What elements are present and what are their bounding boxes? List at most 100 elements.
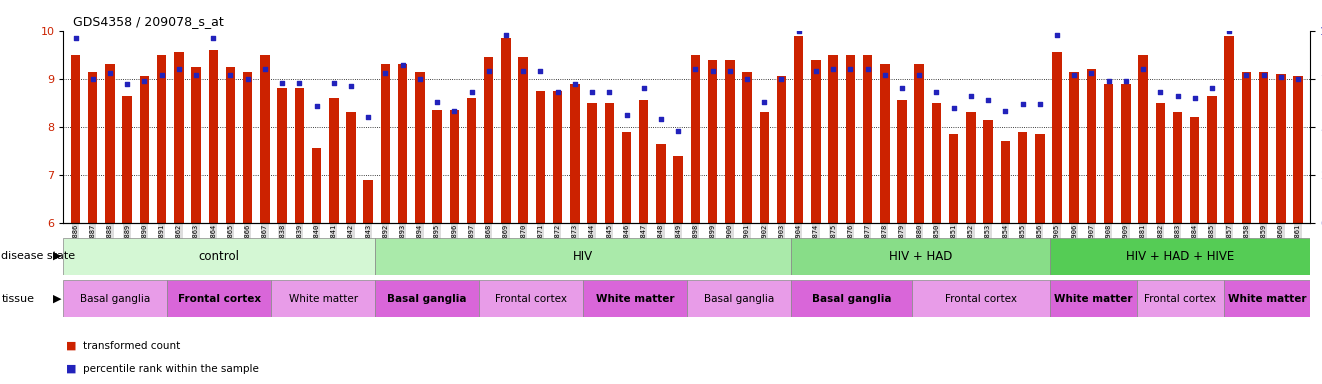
Point xyxy=(1011,101,1032,107)
Point xyxy=(702,68,723,74)
Point xyxy=(1236,72,1257,78)
Point xyxy=(1219,28,1240,34)
Bar xyxy=(243,71,253,223)
Point xyxy=(788,28,809,34)
Bar xyxy=(535,91,545,223)
Bar xyxy=(932,103,941,223)
Bar xyxy=(381,64,390,223)
Point xyxy=(1030,101,1051,107)
Bar xyxy=(375,280,479,317)
Text: Basal ganglia: Basal ganglia xyxy=(81,293,151,304)
Bar xyxy=(880,64,890,223)
Bar xyxy=(795,36,804,223)
Bar xyxy=(812,60,821,223)
Bar xyxy=(346,112,356,223)
Point xyxy=(496,31,517,38)
Bar xyxy=(226,67,235,223)
Bar xyxy=(271,280,375,317)
Point xyxy=(685,66,706,72)
Bar xyxy=(587,103,596,223)
Text: Basal ganglia: Basal ganglia xyxy=(812,293,891,304)
Point xyxy=(530,68,551,74)
Bar xyxy=(791,280,912,317)
Point xyxy=(977,97,998,103)
Text: White matter: White matter xyxy=(1228,293,1306,304)
Bar xyxy=(829,55,838,223)
Bar xyxy=(192,67,201,223)
Bar xyxy=(168,280,271,317)
Text: HIV + HAD: HIV + HAD xyxy=(888,250,952,263)
Point xyxy=(82,76,103,82)
Point xyxy=(839,66,861,72)
Point xyxy=(616,112,637,118)
Point xyxy=(874,72,895,78)
Text: ▶: ▶ xyxy=(53,294,61,304)
Point xyxy=(857,66,878,72)
Point xyxy=(754,99,775,105)
Point xyxy=(271,79,292,86)
Point xyxy=(375,70,397,76)
Point xyxy=(99,70,120,76)
Bar xyxy=(449,110,459,223)
Bar xyxy=(1259,71,1268,223)
Point xyxy=(1253,72,1274,78)
Text: Frontal cortex: Frontal cortex xyxy=(1145,293,1216,304)
Bar xyxy=(140,76,149,223)
Bar xyxy=(501,38,510,223)
Point xyxy=(1064,72,1085,78)
Point xyxy=(410,76,431,82)
Bar xyxy=(604,103,613,223)
Text: White matter: White matter xyxy=(1055,293,1133,304)
Point xyxy=(323,79,344,86)
Bar xyxy=(1051,280,1137,317)
Bar xyxy=(621,131,631,223)
Bar xyxy=(329,98,338,223)
Point xyxy=(564,81,586,88)
Bar xyxy=(639,100,649,223)
Bar xyxy=(898,100,907,223)
Point xyxy=(513,68,534,74)
Bar xyxy=(760,112,769,223)
Point xyxy=(116,81,137,88)
Text: White matter: White matter xyxy=(596,293,674,304)
Bar xyxy=(690,55,701,223)
Bar xyxy=(364,180,373,223)
Text: disease state: disease state xyxy=(1,251,75,261)
Text: Frontal cortex: Frontal cortex xyxy=(945,293,1017,304)
Text: HIV + HAD + HIVE: HIV + HAD + HIVE xyxy=(1126,250,1235,263)
Text: Basal ganglia: Basal ganglia xyxy=(703,293,773,304)
Point xyxy=(305,103,327,109)
Bar xyxy=(432,110,442,223)
Bar xyxy=(570,84,579,223)
Point xyxy=(994,108,1015,114)
Bar xyxy=(1173,112,1182,223)
Bar xyxy=(984,119,993,223)
Bar xyxy=(687,280,791,317)
Bar xyxy=(673,156,683,223)
Bar xyxy=(791,238,1051,275)
Point xyxy=(219,72,241,78)
Bar xyxy=(415,71,424,223)
Point xyxy=(668,127,689,134)
Bar xyxy=(375,238,791,275)
Point xyxy=(599,89,620,95)
Bar xyxy=(518,57,527,223)
Bar xyxy=(1224,280,1310,317)
Bar xyxy=(295,88,304,223)
Bar xyxy=(123,96,132,223)
Bar xyxy=(777,76,787,223)
Point xyxy=(427,99,448,105)
Bar xyxy=(1276,74,1285,223)
Text: Basal ganglia: Basal ganglia xyxy=(387,293,467,304)
Bar xyxy=(260,55,270,223)
Bar xyxy=(553,91,562,223)
Point xyxy=(288,79,309,86)
Bar xyxy=(743,71,752,223)
Bar xyxy=(707,60,718,223)
Point xyxy=(908,72,929,78)
Point xyxy=(444,108,465,114)
Point xyxy=(547,89,568,95)
Point xyxy=(1047,31,1068,38)
Point xyxy=(65,35,86,41)
Bar xyxy=(467,98,476,223)
